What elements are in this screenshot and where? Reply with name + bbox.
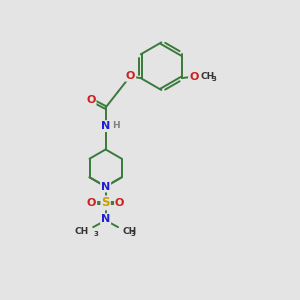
Text: CH: CH: [74, 227, 88, 236]
Text: N: N: [101, 214, 110, 224]
Text: O: O: [87, 198, 96, 208]
Text: 3: 3: [94, 231, 98, 237]
Text: S: S: [101, 196, 110, 209]
Text: O: O: [126, 71, 135, 81]
Text: O: O: [86, 94, 96, 105]
Text: CH: CH: [123, 227, 137, 236]
Text: O: O: [115, 198, 124, 208]
Text: O: O: [189, 72, 198, 82]
Text: H: H: [112, 122, 120, 130]
Text: 3: 3: [131, 231, 136, 237]
Text: N: N: [101, 121, 110, 131]
Text: 3: 3: [211, 76, 216, 82]
Text: N: N: [101, 182, 110, 192]
Text: CH: CH: [200, 72, 214, 81]
